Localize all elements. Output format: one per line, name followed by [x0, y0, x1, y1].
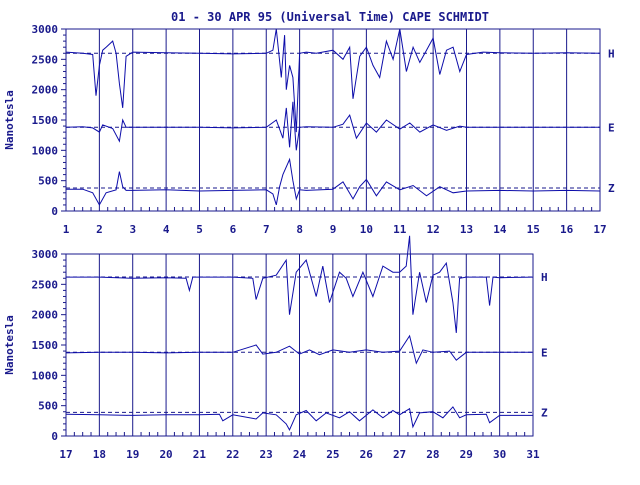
x-tick-label: 7 — [263, 223, 270, 236]
component-label-e: E — [608, 121, 615, 134]
y-tick-label: 500 — [38, 400, 58, 413]
x-tick-label: 26 — [360, 448, 374, 461]
x-tick-label: 12 — [427, 223, 440, 236]
x-tick-label: 25 — [326, 448, 339, 461]
x-tick-label: 2 — [96, 223, 103, 236]
series-line-h — [65, 28, 601, 133]
x-tick-label: 18 — [93, 448, 106, 461]
component-label-h: H — [608, 47, 615, 60]
x-tick-label: 29 — [460, 448, 473, 461]
x-tick-label: 3 — [129, 223, 136, 236]
series-line-e — [65, 334, 533, 365]
x-tick-label: 28 — [426, 448, 439, 461]
y-tick-label: 3000 — [32, 248, 59, 261]
component-label-e: E — [541, 346, 548, 359]
y-tick-label: 1500 — [32, 339, 59, 352]
x-tick-label: 15 — [527, 223, 540, 236]
x-tick-label: 20 — [159, 448, 172, 461]
y-tick-label: 2000 — [32, 84, 59, 97]
y-tick-label: 0 — [51, 430, 58, 443]
x-tick-label: 30 — [493, 448, 506, 461]
component-label-z: Z — [608, 182, 615, 195]
panel-2: 17 18 19 20 21 22 23 24 25 26 27 28 29 30 31 0 500 1000 15… — [3, 235, 548, 461]
y-tick-label: 1500 — [32, 114, 59, 127]
x-tick-label: 24 — [293, 448, 307, 461]
y-tick-label: 2500 — [32, 53, 59, 66]
x-tick-label: 19 — [126, 448, 139, 461]
plot-frame — [65, 28, 601, 212]
x-tick-label: 11 — [393, 223, 407, 236]
y-tick-label: 500 — [38, 175, 58, 188]
y-tick-label: 1000 — [32, 369, 59, 382]
chart-title: 01 - 30 APR 95 (Universal Time) CAPE SCH… — [171, 10, 489, 24]
component-label-h: H — [541, 271, 548, 284]
panel-1: 1 2 3 4 5 6 7 8 9 10 11 12 13 14 15 16 17050010001500200… — [3, 23, 615, 236]
x-tick-label: 10 — [360, 223, 373, 236]
y-tick-label: 1000 — [32, 144, 59, 157]
y-tick-label: 0 — [51, 205, 58, 218]
plot-frame — [65, 253, 534, 437]
y-tick-label: 3000 — [32, 23, 59, 36]
x-tick-label: 31 — [526, 448, 540, 461]
x-tick-label: 9 — [330, 223, 337, 236]
x-tick-label: 1 — [63, 223, 70, 236]
x-tick-label: 4 — [163, 223, 170, 236]
x-tick-label: 22 — [226, 448, 239, 461]
x-tick-label: 27 — [393, 448, 406, 461]
x-tick-label: 17 — [593, 223, 606, 236]
x-tick-label: 16 — [560, 223, 574, 236]
y-axis-label: Nanotesla — [3, 315, 16, 375]
x-tick-label: 5 — [196, 223, 203, 236]
y-tick-label: 2500 — [32, 278, 59, 291]
x-tick-label: 13 — [460, 223, 473, 236]
series-line-e — [65, 101, 600, 151]
y-tick-label: 2000 — [32, 309, 59, 322]
y-axis-label: Nanotesla — [3, 90, 16, 150]
x-tick-label: 17 — [59, 448, 72, 461]
x-tick-label: 14 — [493, 223, 507, 236]
series-line-h — [66, 235, 534, 333]
component-label-z: Z — [541, 406, 548, 419]
x-tick-label: 21 — [193, 448, 207, 461]
series-line-z — [65, 406, 533, 432]
x-tick-label: 8 — [296, 223, 303, 236]
x-tick-label: 6 — [230, 223, 237, 236]
x-tick-label: 23 — [260, 448, 273, 461]
series-line-z — [66, 157, 601, 206]
